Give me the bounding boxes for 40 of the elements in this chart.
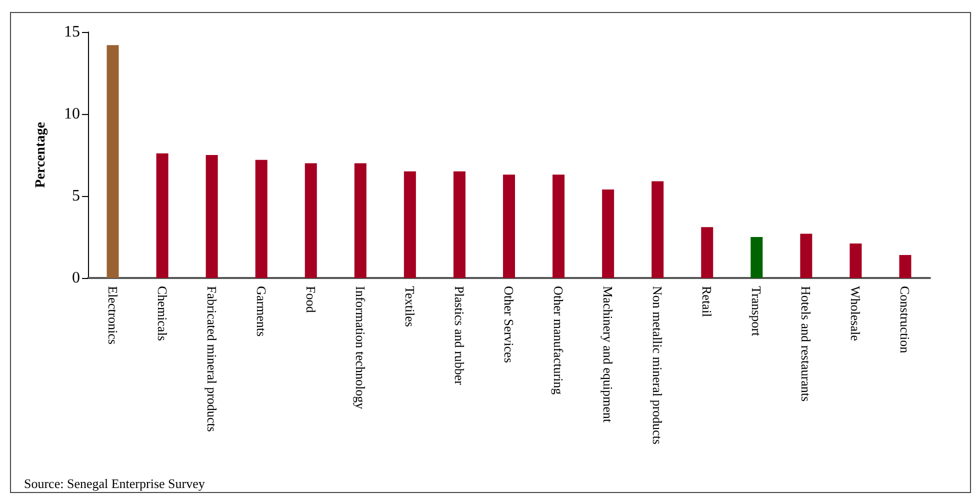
x-tick-label: Electronics <box>105 286 120 344</box>
x-tick-label: Construction <box>898 286 913 354</box>
y-tick-label: 10 <box>64 106 80 122</box>
y-tick-label: 5 <box>72 188 80 204</box>
x-tick-label: Garments <box>254 286 269 337</box>
bar <box>503 174 515 278</box>
bar <box>800 234 812 278</box>
x-tick-label: Textiles <box>402 286 418 327</box>
x-tick-label: Food <box>303 286 318 314</box>
bar <box>255 160 268 278</box>
bar <box>156 153 168 278</box>
bar <box>552 174 565 278</box>
y-axis-title: Percentage <box>34 122 48 188</box>
bar <box>354 163 366 278</box>
x-tick-label: Transport <box>749 286 764 336</box>
bar <box>750 237 763 278</box>
x-tick-label: Fabricated mineral products <box>204 286 220 432</box>
x-tick-label: Retail <box>700 286 715 318</box>
bar <box>850 244 862 278</box>
bar <box>602 189 614 278</box>
x-tick-label: Plastics and rubber <box>452 286 467 386</box>
bar <box>899 255 912 278</box>
x-tick-label: Chemicals <box>154 286 170 341</box>
bar <box>404 171 416 278</box>
bar <box>652 181 664 278</box>
x-tick-label: Wholesale <box>848 286 864 342</box>
bar <box>453 171 466 278</box>
y-tick-label: 0 <box>72 270 80 286</box>
x-tick-label: Other Services <box>502 286 516 363</box>
x-tick-label: Hotels and restaurants <box>798 286 814 402</box>
x-tick-label: Non metallic mineral products <box>650 286 666 444</box>
bar <box>206 155 218 278</box>
y-tick-label: 15 <box>64 24 80 40</box>
x-tick-label: Other manufacturing <box>551 286 566 396</box>
bar <box>304 163 317 278</box>
x-tick-label: Information technology <box>352 286 368 410</box>
x-tick-label: Machinery and equipment <box>600 286 616 423</box>
source-note: Source: Senegal Enterprise Survey <box>24 476 206 491</box>
bar <box>106 45 119 278</box>
bar <box>701 227 714 278</box>
